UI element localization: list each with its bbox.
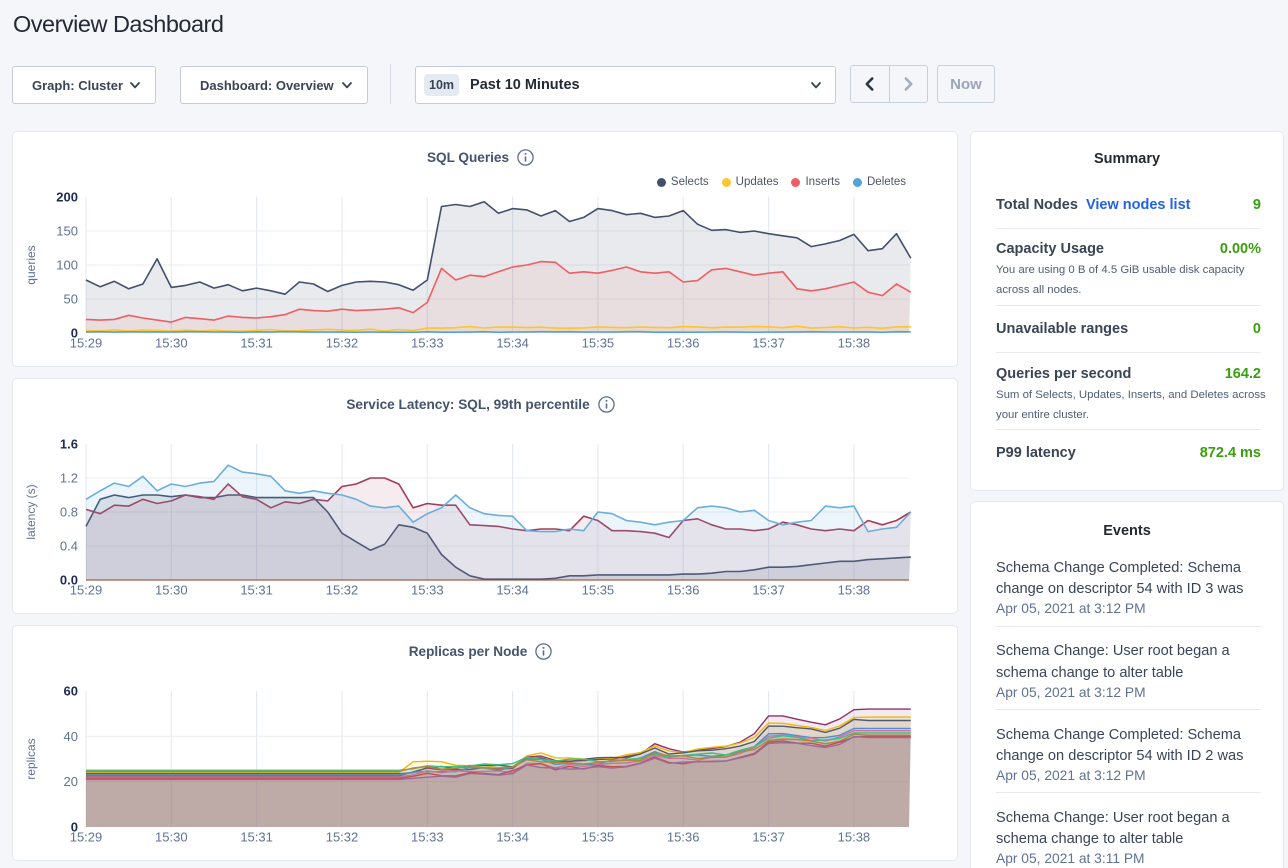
svg-text:15:32: 15:32 <box>326 830 359 845</box>
svg-text:0: 0 <box>71 820 78 835</box>
svg-text:15:30: 15:30 <box>155 336 188 351</box>
svg-text:0.8: 0.8 <box>60 505 78 520</box>
svg-text:15:36: 15:36 <box>667 830 700 845</box>
svg-text:15:32: 15:32 <box>326 583 359 598</box>
svg-text:0: 0 <box>71 326 78 341</box>
svg-text:15:31: 15:31 <box>240 336 273 351</box>
svg-text:0.4: 0.4 <box>60 539 78 554</box>
svg-text:15:35: 15:35 <box>582 583 615 598</box>
svg-text:15:33: 15:33 <box>411 336 444 351</box>
svg-text:latency (s): latency (s) <box>24 484 38 539</box>
svg-text:15:30: 15:30 <box>155 583 188 598</box>
svg-text:50: 50 <box>64 292 78 307</box>
svg-text:1.2: 1.2 <box>60 471 78 486</box>
svg-text:15:31: 15:31 <box>240 830 273 845</box>
svg-text:15:35: 15:35 <box>582 336 615 351</box>
svg-text:40: 40 <box>64 729 78 744</box>
svg-text:0.0: 0.0 <box>60 573 78 588</box>
svg-text:15:32: 15:32 <box>326 336 359 351</box>
svg-text:15:38: 15:38 <box>838 583 871 598</box>
svg-text:15:34: 15:34 <box>496 336 529 351</box>
svg-text:1.6: 1.6 <box>60 437 78 452</box>
svg-text:15:29: 15:29 <box>70 830 103 845</box>
svg-text:60: 60 <box>64 684 78 699</box>
svg-text:15:34: 15:34 <box>496 830 529 845</box>
svg-text:15:29: 15:29 <box>70 336 103 351</box>
svg-text:20: 20 <box>64 774 78 789</box>
svg-text:15:33: 15:33 <box>411 583 444 598</box>
svg-text:200: 200 <box>56 190 78 205</box>
svg-text:15:37: 15:37 <box>752 830 785 845</box>
svg-text:15:31: 15:31 <box>240 583 273 598</box>
svg-text:15:37: 15:37 <box>752 336 785 351</box>
svg-text:15:30: 15:30 <box>155 830 188 845</box>
svg-text:15:38: 15:38 <box>838 336 871 351</box>
svg-text:replicas: replicas <box>24 738 38 779</box>
svg-text:15:29: 15:29 <box>70 583 103 598</box>
svg-text:queries: queries <box>24 245 38 284</box>
svg-text:15:35: 15:35 <box>582 830 615 845</box>
svg-text:15:36: 15:36 <box>667 336 700 351</box>
svg-text:15:37: 15:37 <box>752 583 785 598</box>
svg-text:100: 100 <box>56 258 78 273</box>
svg-text:15:38: 15:38 <box>838 830 871 845</box>
svg-text:150: 150 <box>56 224 78 239</box>
svg-text:15:36: 15:36 <box>667 583 700 598</box>
svg-text:15:34: 15:34 <box>496 583 529 598</box>
svg-text:15:33: 15:33 <box>411 830 444 845</box>
